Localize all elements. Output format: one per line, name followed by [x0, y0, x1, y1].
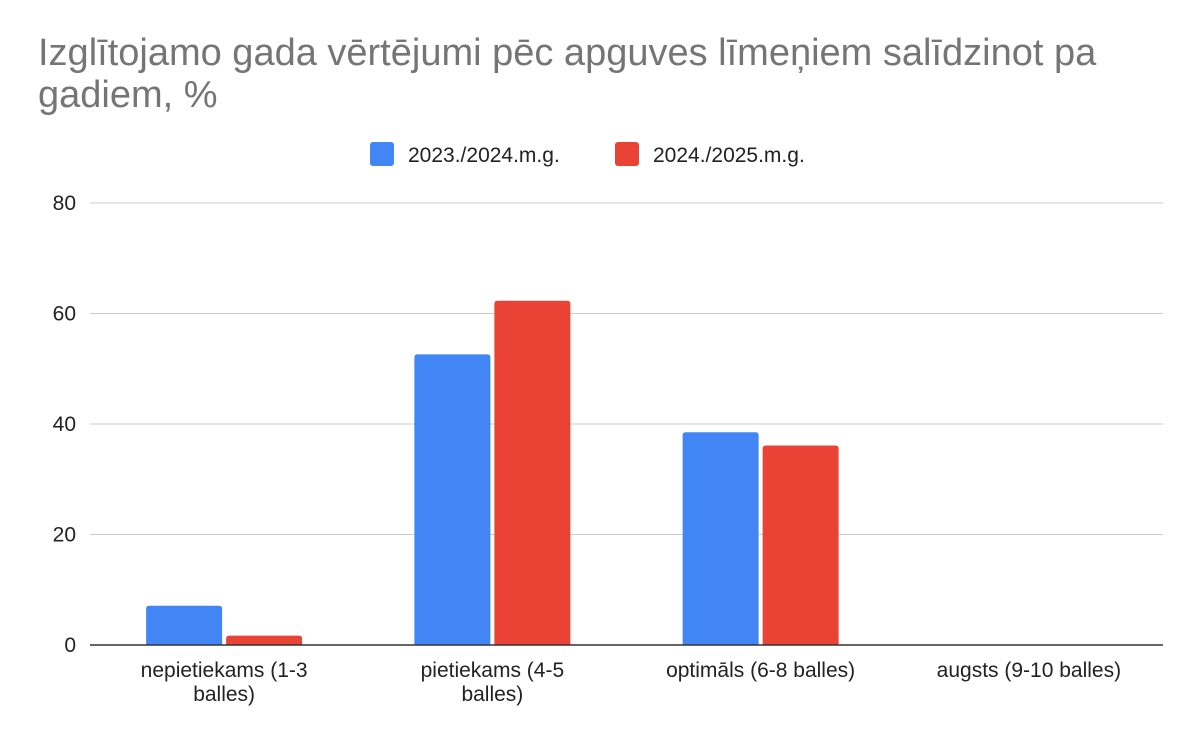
legend-label-2: 2024./2025.m.g.	[653, 144, 805, 167]
x-tick-label-1-line-2: balles)	[193, 683, 255, 706]
bars	[146, 300, 839, 645]
bar-s1-c2	[414, 354, 491, 645]
gridlines	[90, 202, 1163, 535]
y-axis: 0 20 40 60 80	[53, 192, 76, 657]
bar-s2-c1	[226, 635, 303, 645]
bar-s2-c3	[762, 445, 839, 645]
y-tick-label-0: 0	[64, 634, 76, 657]
y-tick-label-20: 20	[53, 524, 76, 547]
bar-s1-c1	[146, 605, 223, 645]
x-tick-label-2-line-1: pietiekams (4-5	[421, 659, 565, 682]
y-tick-label-80: 80	[53, 192, 76, 215]
legend-label-1: 2023./2024.m.g.	[408, 144, 560, 167]
x-tick-label-3: optimāls (6-8 balles)	[666, 659, 855, 682]
legend: 2023./2024.m.g. 2024./2025.m.g.	[370, 142, 805, 167]
legend-swatch-2	[615, 142, 639, 166]
x-tick-label-1-line-1: nepietiekams (1-3	[141, 659, 308, 682]
chart-title: Izglītojamo gada vērtējumi pēc apguves l…	[38, 32, 1097, 116]
x-tick-label-4: augsts (9-10 balles)	[937, 659, 1121, 682]
y-tick-label-60: 60	[53, 303, 76, 326]
bar-s1-c3	[682, 432, 759, 645]
y-tick-label-40: 40	[53, 413, 76, 436]
x-tick-label-2-line-2: balles)	[461, 683, 523, 706]
legend-swatch-1	[370, 142, 394, 166]
bar-s2-c2	[494, 300, 571, 645]
